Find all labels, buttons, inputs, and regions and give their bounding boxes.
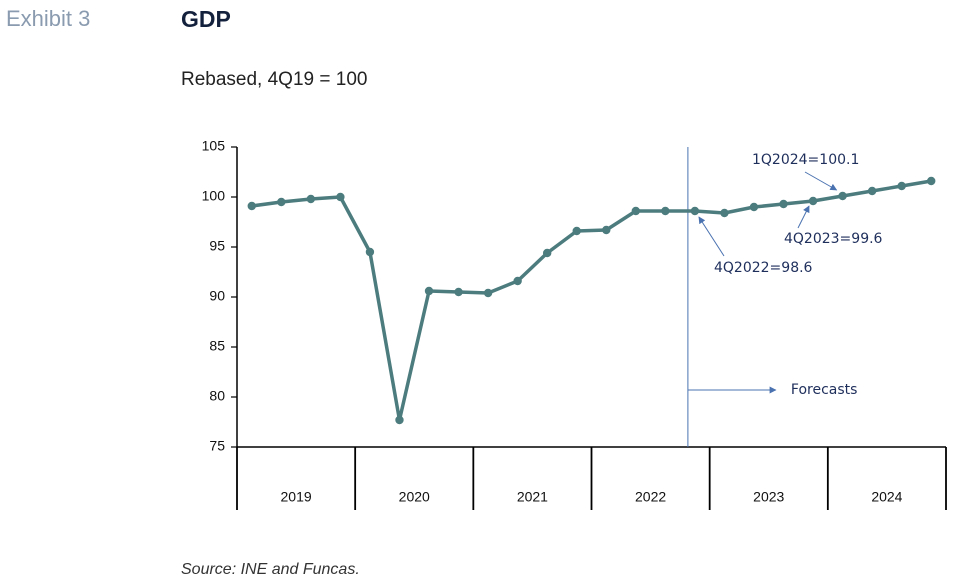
y-tick-label: 85 [209,338,225,354]
exhibit-label: Exhibit 3 [6,6,90,31]
data-point [867,186,877,196]
data-point [395,415,404,425]
data-point [690,206,700,216]
source: Source: INE and Funcas. [181,561,360,578]
y-tick-label: 100 [202,188,226,204]
data-point [454,287,463,297]
data-point [483,288,493,298]
data-point [365,247,375,257]
data-point [306,194,316,204]
data-point [542,248,552,258]
data-point [424,286,434,296]
data-point [749,202,759,212]
data-point [808,196,818,206]
chart-subtitle: Rebased, 4Q19 = 100 [181,69,367,90]
annotation-arrow [804,171,838,191]
x-group-label: 2020 [399,489,430,505]
y-tick-label: 105 [202,138,226,154]
series-line [251,179,932,422]
data-point [631,206,641,216]
x-group-label: 2022 [635,489,666,505]
data-point [513,276,522,286]
data-point [720,208,729,218]
x-group-label: 2019 [281,489,312,505]
y-tick-label: 80 [209,388,225,404]
annotation: 1Q2024=100.1 [752,152,859,168]
annotation: Forecasts [791,382,858,398]
data-point [277,197,286,207]
data-point [602,225,611,235]
chart-title: GDP [181,6,231,32]
data-point [661,206,670,216]
y-tick-label: 90 [209,288,225,304]
data-point [838,191,847,201]
x-group-label: 2021 [517,489,548,505]
x-group-label: 2024 [871,489,902,505]
x-group-label: 2023 [753,489,784,505]
data-point [779,199,788,209]
annotation-arrow [797,205,810,229]
data-point [572,226,581,236]
data-point [897,181,906,191]
annotation: 4Q2023=99.6 [784,231,883,247]
annotation-arrow [698,216,725,257]
annotation: 4Q2022=98.6 [714,260,813,276]
y-tick-label: 75 [209,438,225,454]
data-point [927,176,936,186]
data-point [247,201,256,211]
y-tick-label: 95 [209,238,225,254]
data-point [336,192,345,202]
